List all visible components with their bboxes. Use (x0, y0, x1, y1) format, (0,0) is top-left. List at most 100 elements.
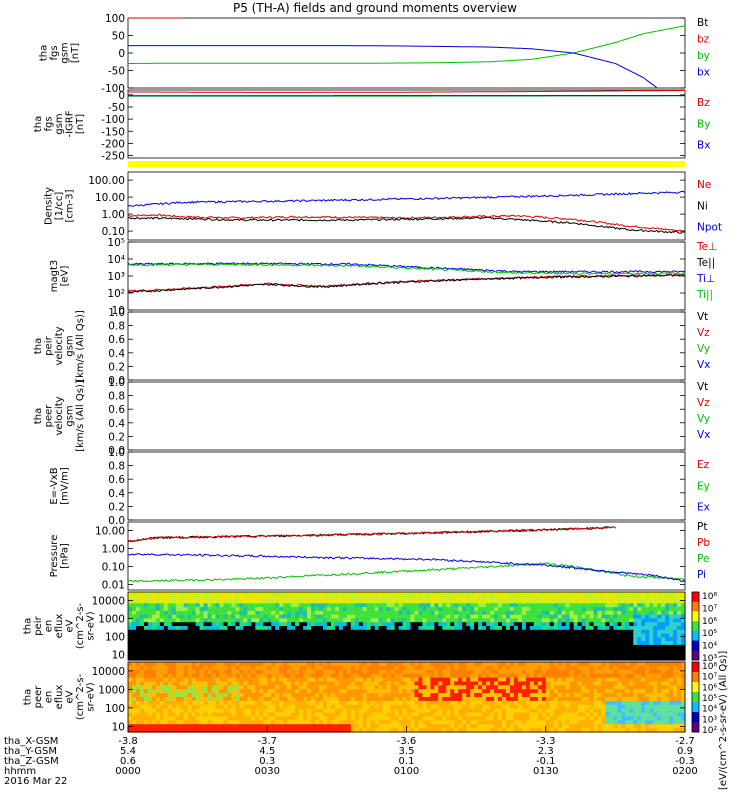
spectrogram-cell (215, 652, 221, 657)
spectrogram-cell (629, 656, 634, 661)
spectrogram-cell (175, 681, 181, 686)
spectrogram-cell (350, 641, 356, 646)
spectrogram-cell (422, 708, 427, 714)
spectrogram-cell (541, 626, 547, 631)
spectrogram-cell (629, 641, 634, 646)
spectrogram-cell (203, 618, 209, 623)
spectrogram-cell (494, 681, 499, 686)
spectrogram-cell (311, 641, 316, 646)
spectrogram-cell (458, 720, 463, 725)
spectrogram-cell (223, 724, 229, 729)
spectrogram-cell (581, 662, 587, 667)
spectrogram-cell (454, 652, 459, 657)
spectrogram-cell (625, 648, 630, 654)
spectrogram-cell (303, 697, 308, 702)
spectrogram-cell (283, 673, 288, 679)
spectrogram-cell (593, 622, 599, 627)
spectrogram-cell (374, 662, 380, 667)
spectrogram-cell (219, 716, 225, 721)
spectrogram-cell (139, 689, 145, 694)
spectrogram-cell (370, 677, 376, 683)
spectrogram-cell (398, 685, 404, 690)
spectrogram-cell (167, 665, 173, 671)
spectrogram-cell (358, 662, 364, 667)
spectrogram-cell (426, 610, 431, 616)
spectrogram-cell (513, 610, 519, 616)
spectrogram-cell (235, 720, 240, 725)
spectrogram-cell (470, 592, 475, 597)
spectrogram-cell (354, 700, 360, 706)
spectrogram-cell (482, 677, 487, 683)
spectrogram-cell (136, 633, 141, 638)
spectrogram-cell (434, 641, 439, 646)
spectrogram-cell (585, 648, 591, 654)
spectrogram-cell (502, 716, 507, 721)
spectrogram-cell (143, 603, 149, 608)
spectrogram-cell (589, 626, 595, 631)
spectrogram-cell (474, 595, 479, 601)
spectrogram-cell (199, 637, 205, 642)
spectrogram-cell (199, 641, 205, 646)
spectrogram-cell (482, 648, 487, 654)
spectrogram-cell (330, 599, 336, 604)
spectrogram-cell (629, 626, 634, 631)
spectrogram-cell (307, 652, 312, 657)
spectrogram-cell (573, 626, 579, 631)
spectrogram-cell (649, 603, 654, 608)
spectrogram-cell (211, 618, 217, 623)
spectrogram-cell (346, 697, 352, 702)
spectrogram-cell (502, 622, 507, 627)
spectrogram-cell (362, 644, 368, 650)
spectrogram-cell (235, 599, 240, 604)
spectrogram-cell (275, 644, 280, 650)
spectrogram-cell (382, 673, 388, 679)
spectrogram-cell (303, 704, 308, 710)
spectrogram-cell (613, 626, 618, 631)
spectrogram-cell (175, 618, 181, 623)
spectrogram-cell (211, 728, 217, 733)
spectrogram-cell (163, 673, 169, 679)
spectrogram-cell (183, 693, 189, 698)
spectrogram-cell (410, 618, 416, 623)
panel-ylabel: E=-VxB [mV/m] (49, 467, 71, 505)
spectrogram-cell (307, 677, 312, 683)
spectrogram-cell (179, 669, 185, 675)
spectrogram-cell (179, 592, 185, 597)
spectrogram-cell (490, 629, 495, 635)
spectrogram-cell (211, 697, 217, 702)
spectrogram-cell (311, 689, 316, 694)
panel-frame (127, 171, 686, 241)
spectrogram-cell (529, 728, 535, 733)
spectrogram-cell (410, 592, 416, 597)
spectrogram-cell (553, 633, 559, 638)
spectrogram-cell (394, 592, 400, 597)
spectrogram-cell (609, 728, 614, 733)
spectrogram-cell (537, 633, 543, 638)
spectrogram-cell (533, 697, 539, 702)
spectrogram-cell (442, 728, 447, 733)
spectrogram-cell (657, 607, 662, 612)
spectrogram-cell (267, 669, 272, 675)
spectrogram-cell (502, 644, 507, 650)
spectrogram-cell (589, 633, 595, 638)
spectrogram-cell (362, 724, 368, 729)
spectrogram-cell (426, 648, 431, 654)
spectrogram-cell (609, 662, 614, 667)
spectrogram-cell (199, 689, 205, 694)
spectrogram-cell (402, 644, 408, 650)
spectrogram-cell (645, 648, 650, 654)
spectrogram-cell (171, 700, 177, 706)
spectrogram-cell (537, 665, 543, 671)
spectrogram-cell (478, 648, 483, 654)
spectrogram-cell (187, 595, 193, 601)
spectrogram-cell (470, 673, 475, 679)
spectrogram-cell (299, 685, 304, 690)
spectrogram-cell (589, 697, 595, 702)
spectrogram-cell (509, 665, 515, 671)
spectrogram-cell (163, 592, 169, 597)
spectrogram-cell (565, 720, 571, 725)
spectrogram-cell (219, 704, 225, 710)
spectrogram-cell (382, 614, 388, 620)
spectrogram-cell (195, 633, 201, 638)
